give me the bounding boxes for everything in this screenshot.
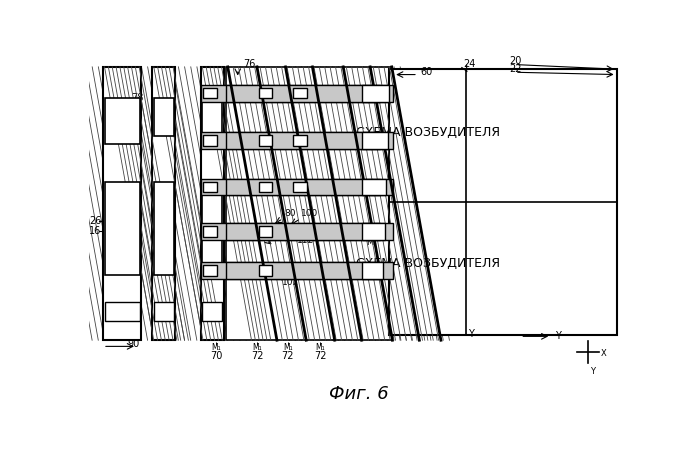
Bar (363, 84, 389, 101)
Bar (226, 223, 380, 240)
Bar (363, 132, 388, 149)
Bar (152, 67, 175, 340)
Bar (105, 98, 140, 144)
Bar (201, 84, 394, 101)
Bar (203, 88, 217, 99)
Text: M₂: M₂ (366, 238, 377, 247)
Bar (202, 183, 222, 275)
Text: 110: 110 (247, 234, 265, 243)
Text: 72: 72 (282, 351, 294, 361)
Text: 90: 90 (128, 339, 140, 349)
Text: 80: 80 (284, 209, 296, 218)
Bar (259, 88, 273, 99)
Bar (105, 301, 140, 321)
Text: M₁: M₁ (315, 343, 325, 352)
Bar (201, 67, 224, 340)
Text: M₁: M₁ (252, 343, 262, 352)
Bar (226, 132, 380, 149)
Text: 112: 112 (297, 236, 314, 245)
Text: X: X (600, 349, 606, 358)
Bar (226, 67, 391, 340)
Bar (363, 262, 383, 278)
Bar (293, 88, 307, 99)
Bar (579, 343, 598, 361)
Bar (202, 98, 222, 136)
Text: 78: 78 (131, 93, 144, 103)
Bar (201, 262, 394, 278)
Text: 26: 26 (89, 216, 101, 226)
Bar (293, 136, 307, 146)
Bar (259, 226, 273, 237)
Text: Фиг. 6: Фиг. 6 (329, 385, 389, 403)
Bar (203, 265, 217, 276)
Text: M₁: M₁ (283, 343, 293, 352)
Text: 100: 100 (301, 209, 318, 218)
Bar (201, 178, 394, 195)
Text: 16: 16 (89, 226, 101, 236)
Text: СХЕМА ВОЗБУДИТЕЛЯ: СХЕМА ВОЗБУДИТЕЛЯ (356, 257, 500, 270)
Bar (363, 223, 385, 240)
Bar (259, 265, 273, 276)
Bar (203, 226, 217, 237)
Text: 24: 24 (463, 59, 476, 69)
Bar (202, 301, 222, 321)
Bar (226, 84, 380, 101)
Bar (201, 132, 394, 149)
Text: 76: 76 (243, 59, 256, 69)
Bar (103, 67, 141, 340)
Bar (226, 178, 380, 195)
Bar (203, 182, 217, 192)
Bar (389, 69, 617, 335)
Text: Y: Y (555, 331, 561, 341)
Text: СХЕМА ВОЗБУДИТЕЛЯ: СХЕМА ВОЗБУДИТЕЛЯ (356, 126, 500, 139)
Bar (226, 262, 380, 278)
Text: Y: Y (590, 367, 595, 376)
Text: 72: 72 (314, 351, 326, 361)
Text: 22: 22 (509, 64, 521, 74)
Bar (363, 178, 387, 195)
Bar (201, 223, 394, 240)
Bar (105, 183, 140, 275)
Text: 70: 70 (210, 351, 222, 361)
Bar (154, 183, 174, 275)
Text: 102: 102 (282, 278, 298, 287)
Text: Y: Y (468, 329, 474, 339)
Text: 20: 20 (509, 57, 521, 66)
Bar (203, 136, 217, 146)
Text: M₁: M₁ (211, 343, 221, 352)
Bar (293, 182, 307, 192)
Text: 60: 60 (420, 67, 433, 77)
Bar (259, 182, 273, 192)
Text: 72: 72 (251, 351, 264, 361)
Text: M₃: M₃ (305, 226, 315, 236)
Bar (259, 136, 273, 146)
Bar (154, 98, 174, 136)
Text: 74: 74 (360, 226, 372, 236)
Bar (154, 301, 174, 321)
